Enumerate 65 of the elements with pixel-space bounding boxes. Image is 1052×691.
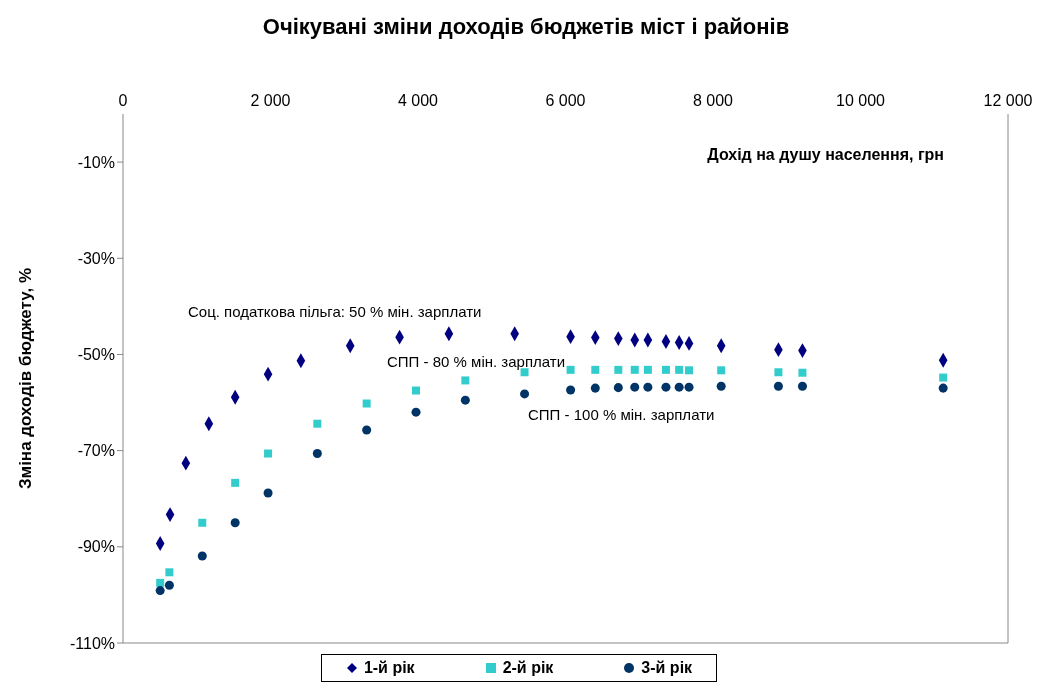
point xyxy=(198,518,207,527)
point xyxy=(312,449,322,459)
x-tick-label: 4 000 xyxy=(397,92,439,109)
x-tick-label: 12 000 xyxy=(983,92,1033,109)
point xyxy=(674,382,684,392)
point xyxy=(155,586,165,596)
point xyxy=(362,399,371,408)
point xyxy=(264,449,273,458)
point xyxy=(939,373,948,382)
point xyxy=(643,365,652,374)
y-tick-label: -50% xyxy=(77,346,115,364)
point xyxy=(675,365,684,374)
y-tick-label: -30% xyxy=(77,249,115,267)
annotation: СПП - 80 % мін. зарплати xyxy=(387,353,566,370)
y-axis-title: Зміна доходів бюджету, % xyxy=(16,267,36,490)
point xyxy=(716,381,726,391)
x-tick-label: 0 xyxy=(118,92,128,109)
point xyxy=(938,383,948,393)
point xyxy=(613,383,623,393)
point xyxy=(630,365,639,374)
point xyxy=(197,551,207,561)
point xyxy=(520,389,530,399)
point xyxy=(798,368,807,377)
point xyxy=(460,395,470,405)
point xyxy=(230,518,240,528)
x-tick-label: 8 000 xyxy=(692,92,734,109)
point xyxy=(685,366,694,375)
annotation: Соц. податкова пільга: 50 % мін. зарплати xyxy=(188,303,482,320)
y-tick-label: -70% xyxy=(77,442,115,460)
point xyxy=(797,381,807,391)
y-tick-label: -110% xyxy=(69,634,115,652)
y-tick-label: -90% xyxy=(77,538,115,556)
point xyxy=(156,578,165,587)
chart-title: Очікувані зміни доходів бюджетів міст і районів xyxy=(261,13,791,41)
annotation: СПП - 100 % мін. зарплати xyxy=(528,406,715,423)
y-tick-label: -10% xyxy=(77,153,115,171)
point xyxy=(661,365,670,374)
point xyxy=(643,382,653,392)
x-tick-label: 10 000 xyxy=(836,92,886,109)
legend-label: 1-й рік xyxy=(362,659,415,677)
point xyxy=(164,580,174,590)
point xyxy=(590,383,600,393)
point xyxy=(684,382,694,392)
point xyxy=(614,365,623,374)
point xyxy=(630,382,640,392)
point xyxy=(263,488,273,498)
point xyxy=(231,478,240,487)
point xyxy=(591,365,600,374)
x-axis-title: Дохід на душу населення, грн xyxy=(707,146,944,164)
point xyxy=(774,368,783,377)
legend-label: 3-й рік xyxy=(640,659,693,677)
x-tick-label: 6 000 xyxy=(545,92,586,109)
point xyxy=(461,376,470,385)
point xyxy=(362,425,372,435)
point xyxy=(566,365,575,374)
point xyxy=(566,385,576,395)
point xyxy=(717,366,726,375)
point xyxy=(411,407,421,417)
legend-label: 2-й рік xyxy=(501,659,554,677)
point xyxy=(313,419,322,428)
point xyxy=(412,386,421,395)
x-tick-label: 2 000 xyxy=(250,92,291,109)
point xyxy=(165,568,174,577)
point xyxy=(661,382,671,392)
point xyxy=(773,381,783,391)
